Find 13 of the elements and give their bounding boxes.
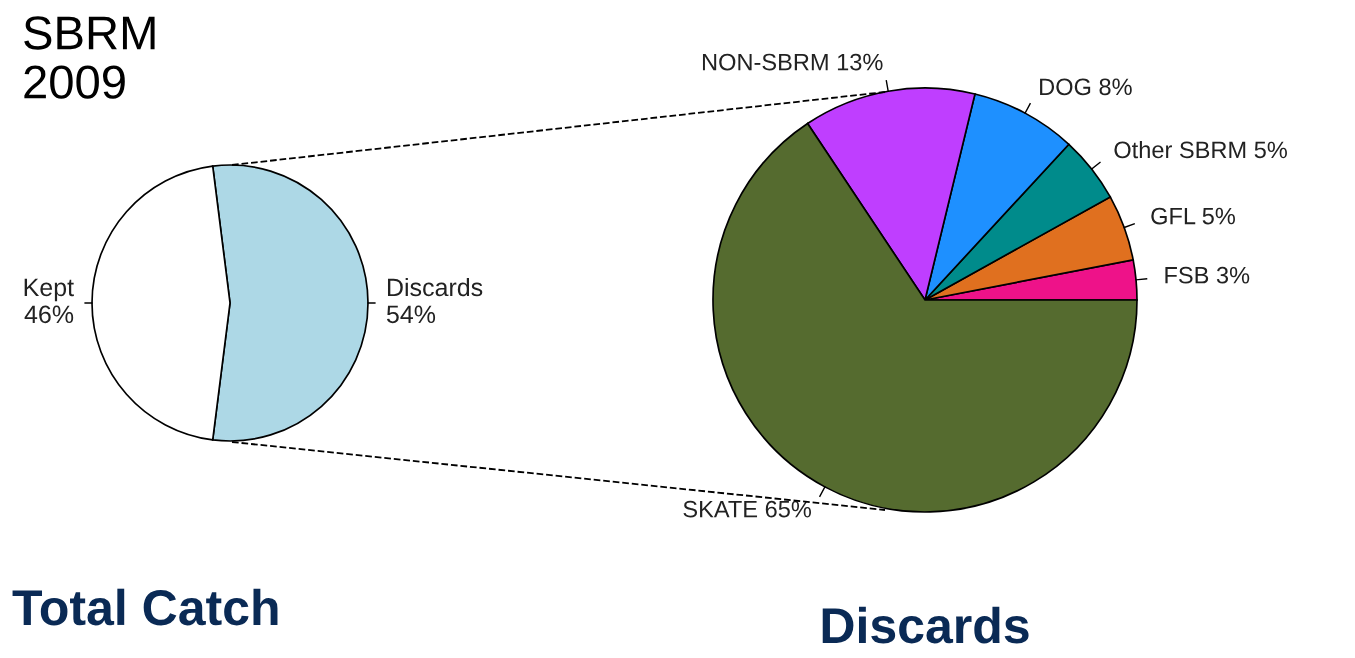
- slice-label: SKATE 65%: [683, 500, 812, 518]
- slice-label: FSB 3%: [1165, 266, 1250, 284]
- text: Total Catch: [12, 588, 278, 626]
- chart-title: SBRM 2009: [24, 16, 155, 99]
- data-label: 46%: [24, 305, 74, 324]
- slice-label: GFL 5%: [1151, 207, 1235, 225]
- slice-label: Other SBRM 5%: [1114, 140, 1287, 159]
- slice-label: Kept: [24, 278, 74, 302]
- text: Discards: [822, 606, 1029, 644]
- slice-label: DOG 8%: [1040, 78, 1132, 96]
- data-label: 54%: [386, 305, 436, 324]
- slice-label: Discards: [387, 277, 483, 297]
- slice-label: NON-SBRM 13%: [702, 53, 883, 71]
